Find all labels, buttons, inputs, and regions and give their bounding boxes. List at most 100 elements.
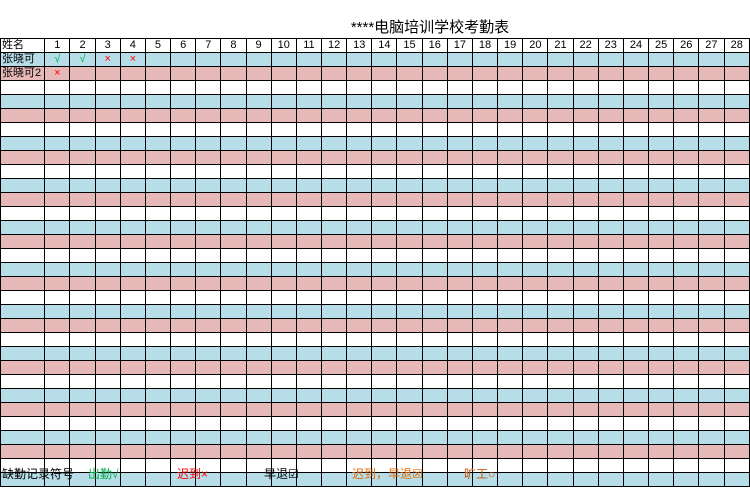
attendance-cell[interactable]	[295, 388, 323, 403]
attendance-cell[interactable]	[371, 220, 398, 235]
attendance-cell[interactable]	[648, 164, 675, 179]
attendance-cell[interactable]	[44, 164, 71, 179]
attendance-cell[interactable]	[622, 290, 650, 305]
attendance-cell[interactable]	[320, 206, 348, 221]
attendance-cell[interactable]	[547, 444, 574, 459]
attendance-cell[interactable]	[346, 318, 373, 333]
day-header[interactable]: 4	[119, 38, 146, 53]
attendance-cell[interactable]	[245, 52, 272, 67]
attendance-cell[interactable]	[195, 388, 222, 403]
attendance-cell[interactable]	[144, 66, 172, 81]
attendance-cell[interactable]	[346, 262, 373, 277]
attendance-cell[interactable]	[522, 304, 549, 319]
attendance-cell[interactable]	[648, 136, 675, 151]
attendance-cell[interactable]	[723, 444, 750, 459]
attendance-cell[interactable]	[446, 262, 473, 277]
attendance-cell[interactable]	[69, 430, 96, 445]
attendance-cell[interactable]	[295, 262, 323, 277]
attendance-cell[interactable]	[622, 402, 650, 417]
attendance-cell[interactable]	[220, 52, 247, 67]
attendance-cell[interactable]	[44, 332, 71, 347]
attendance-cell[interactable]	[270, 346, 297, 361]
attendance-cell[interactable]	[421, 262, 448, 277]
attendance-cell[interactable]	[144, 262, 172, 277]
attendance-cell[interactable]	[723, 276, 750, 291]
attendance-cell[interactable]	[698, 444, 725, 459]
attendance-cell[interactable]	[371, 276, 398, 291]
attendance-cell[interactable]	[396, 248, 423, 263]
attendance-cell[interactable]	[547, 150, 574, 165]
attendance-cell[interactable]	[446, 94, 473, 109]
attendance-cell[interactable]	[44, 220, 71, 235]
attendance-cell[interactable]	[673, 304, 700, 319]
attendance-cell[interactable]	[471, 276, 499, 291]
attendance-cell[interactable]	[220, 164, 247, 179]
attendance-cell[interactable]	[648, 402, 675, 417]
attendance-cell[interactable]	[270, 416, 297, 431]
attendance-cell[interactable]	[547, 290, 574, 305]
day-header[interactable]: 5	[144, 38, 172, 53]
attendance-cell[interactable]	[471, 220, 499, 235]
attendance-cell[interactable]	[144, 206, 172, 221]
attendance-cell[interactable]	[572, 402, 599, 417]
attendance-cell[interactable]	[346, 346, 373, 361]
attendance-cell[interactable]	[170, 360, 197, 375]
attendance-cell[interactable]	[94, 444, 121, 459]
attendance-cell[interactable]	[245, 360, 272, 375]
attendance-cell[interactable]	[597, 94, 624, 109]
attendance-cell[interactable]	[547, 346, 574, 361]
attendance-cell[interactable]	[396, 472, 423, 487]
attendance-cell[interactable]	[170, 206, 197, 221]
attendance-cell[interactable]	[572, 374, 599, 389]
attendance-cell[interactable]	[320, 402, 348, 417]
student-name-cell[interactable]	[0, 80, 46, 95]
student-name-cell[interactable]: 张晓可2	[0, 66, 46, 81]
attendance-cell[interactable]	[371, 304, 398, 319]
attendance-cell[interactable]	[195, 66, 222, 81]
attendance-cell[interactable]	[547, 164, 574, 179]
attendance-cell[interactable]	[622, 108, 650, 123]
attendance-cell[interactable]	[396, 430, 423, 445]
attendance-cell[interactable]	[320, 192, 348, 207]
attendance-cell[interactable]	[421, 178, 448, 193]
attendance-cell[interactable]	[723, 262, 750, 277]
student-name-cell[interactable]	[0, 262, 46, 277]
attendance-cell[interactable]	[119, 94, 146, 109]
attendance-cell[interactable]	[698, 150, 725, 165]
attendance-cell[interactable]	[446, 304, 473, 319]
attendance-cell[interactable]	[245, 122, 272, 137]
attendance-cell[interactable]	[346, 332, 373, 347]
attendance-cell[interactable]	[94, 150, 121, 165]
attendance-cell[interactable]	[144, 108, 172, 123]
attendance-cell[interactable]	[119, 332, 146, 347]
attendance-cell[interactable]	[673, 122, 700, 137]
attendance-cell[interactable]	[195, 164, 222, 179]
attendance-cell[interactable]	[421, 402, 448, 417]
attendance-cell[interactable]	[346, 150, 373, 165]
attendance-cell[interactable]	[622, 276, 650, 291]
attendance-cell[interactable]	[648, 248, 675, 263]
attendance-cell[interactable]	[597, 416, 624, 431]
attendance-cell[interactable]	[144, 178, 172, 193]
attendance-cell[interactable]	[195, 332, 222, 347]
attendance-cell[interactable]	[295, 360, 323, 375]
attendance-cell[interactable]	[471, 66, 499, 81]
attendance-cell[interactable]	[421, 94, 448, 109]
attendance-cell[interactable]	[295, 192, 323, 207]
day-header[interactable]: 2	[69, 38, 96, 53]
attendance-cell[interactable]	[522, 122, 549, 137]
attendance-cell[interactable]	[471, 52, 499, 67]
attendance-cell[interactable]	[44, 108, 71, 123]
attendance-cell[interactable]	[320, 346, 348, 361]
day-header[interactable]: 12	[320, 38, 348, 53]
attendance-cell[interactable]	[547, 52, 574, 67]
attendance-cell[interactable]	[320, 94, 348, 109]
attendance-cell[interactable]	[371, 332, 398, 347]
attendance-cell[interactable]	[170, 444, 197, 459]
attendance-cell[interactable]	[698, 416, 725, 431]
attendance-cell[interactable]	[723, 206, 750, 221]
attendance-cell[interactable]	[69, 136, 96, 151]
attendance-cell[interactable]	[245, 234, 272, 249]
attendance-cell[interactable]	[245, 388, 272, 403]
attendance-cell[interactable]	[69, 290, 96, 305]
